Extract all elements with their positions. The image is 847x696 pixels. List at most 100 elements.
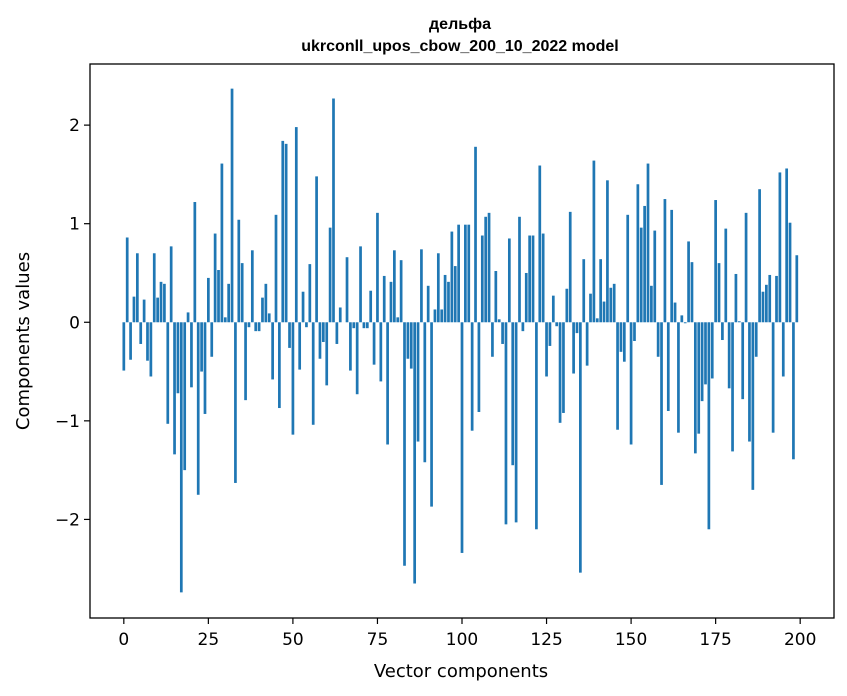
bar [284, 143, 288, 323]
bar [376, 212, 379, 323]
bar [541, 233, 545, 323]
bar [186, 312, 190, 323]
bar [389, 281, 393, 323]
bar [393, 250, 396, 323]
x-tick-label: 100 [446, 630, 478, 650]
bar [247, 322, 251, 328]
bar [565, 288, 569, 323]
bar [467, 224, 471, 323]
bar [616, 322, 619, 430]
bar [710, 322, 714, 379]
bar [396, 317, 400, 323]
bar [311, 322, 315, 425]
bar [345, 257, 349, 323]
bar [524, 272, 528, 323]
bar [139, 322, 143, 344]
bar [338, 307, 342, 323]
bar [436, 253, 440, 323]
bar [609, 287, 613, 323]
bar [589, 293, 592, 323]
bar [771, 322, 775, 433]
bar [700, 322, 704, 402]
bar [585, 322, 589, 366]
x-tick-label: 150 [615, 630, 647, 650]
bar [447, 281, 450, 323]
bar [761, 291, 765, 323]
bar [626, 214, 630, 323]
bar [142, 299, 146, 323]
bar [379, 322, 383, 382]
bar [518, 216, 521, 323]
bar [670, 209, 674, 323]
bar [321, 322, 325, 342]
bar [602, 301, 606, 323]
bar [183, 322, 187, 471]
x-axis-label: Vector components [374, 661, 548, 682]
bar [717, 263, 721, 323]
bar [325, 322, 329, 386]
bar [660, 322, 663, 485]
bar [156, 297, 159, 323]
bar [491, 322, 494, 357]
bar [507, 238, 511, 323]
bar [666, 322, 670, 411]
bar [731, 322, 734, 452]
bar [734, 273, 738, 323]
bar [744, 212, 748, 323]
x-tick-label: 175 [699, 630, 731, 650]
bar [531, 235, 535, 323]
bar [416, 322, 420, 442]
bar [308, 264, 312, 323]
bar [291, 322, 295, 435]
bar [457, 224, 460, 323]
x-axis-ticks: 0 25 50 75 100 125 150 175 200 [118, 618, 816, 650]
y-tick-label: −2 [55, 510, 80, 530]
bar [135, 253, 139, 323]
bars-group [122, 88, 799, 593]
bar [203, 322, 207, 414]
bar [781, 322, 785, 377]
bar [318, 322, 322, 359]
bar [298, 322, 302, 370]
bar [305, 322, 308, 328]
bar [545, 322, 548, 377]
bar [169, 246, 173, 323]
bar [274, 214, 278, 323]
bar [271, 322, 274, 380]
bar [423, 322, 427, 463]
bar [413, 322, 417, 584]
bar [579, 322, 582, 573]
bar [426, 285, 430, 323]
bar [622, 322, 626, 362]
bar [355, 322, 359, 395]
bar [359, 246, 362, 323]
bar [250, 250, 254, 323]
bar [724, 228, 728, 323]
bar [653, 230, 657, 323]
bar [751, 322, 755, 490]
bar [254, 322, 258, 332]
bar [795, 255, 799, 323]
y-tick-label: −1 [55, 412, 80, 432]
chart-subtitle: ukrconll_upos_cbow_200_10_2022 model [301, 38, 618, 55]
bar [433, 309, 437, 323]
bar [555, 322, 559, 327]
bar [633, 322, 636, 341]
bar [267, 313, 271, 323]
bar [430, 322, 433, 507]
x-tick-label: 75 [367, 630, 389, 650]
bar [528, 235, 531, 323]
bar [754, 322, 758, 357]
bar [420, 249, 423, 323]
bar [440, 309, 444, 323]
bar [464, 224, 467, 323]
bar [369, 290, 373, 323]
bar [568, 211, 572, 323]
bar [599, 259, 603, 323]
bar [159, 281, 163, 323]
bar [450, 231, 454, 323]
bar [697, 322, 701, 434]
bar [315, 176, 318, 323]
bar [460, 322, 464, 553]
bar [538, 165, 542, 323]
